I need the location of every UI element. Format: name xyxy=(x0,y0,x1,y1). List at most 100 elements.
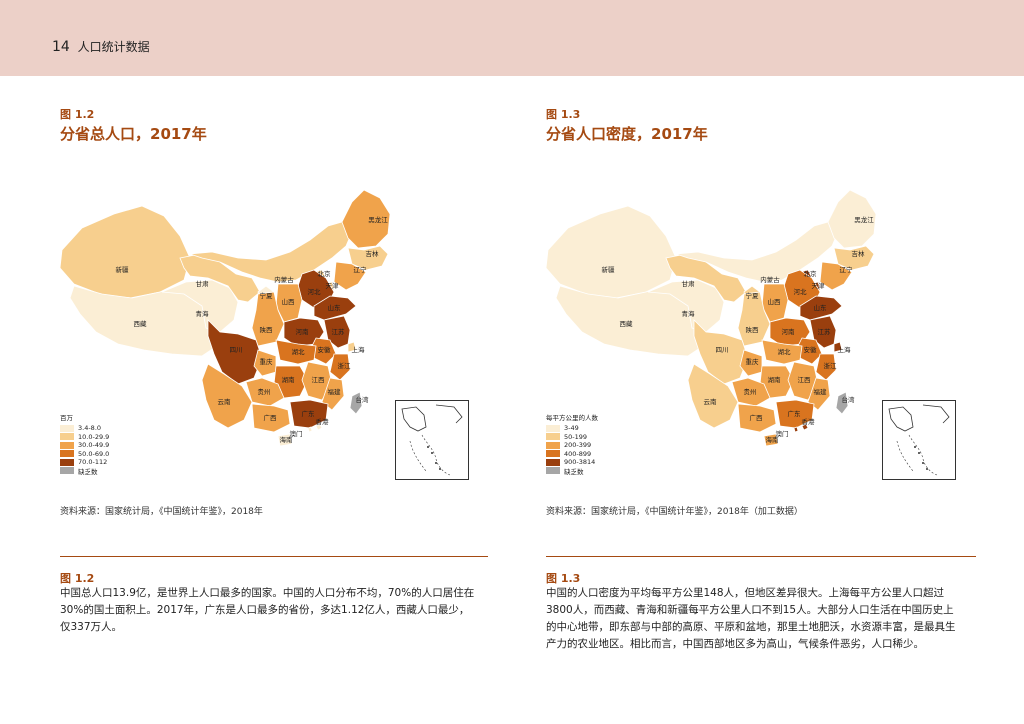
province-label-hubei: 湖北 xyxy=(292,347,306,356)
province-label-neimenggu: 内蒙古 xyxy=(274,275,294,284)
description-line: 中国的人口密度为平均每平方公里148人，但地区差异很大。上海每平方公里人口超过 xyxy=(546,587,945,599)
divider-rule xyxy=(546,556,976,557)
province-taiwan xyxy=(835,391,849,415)
legend-label: 70.0-112 xyxy=(78,458,108,467)
province-label-xinjiang: 新疆 xyxy=(116,265,130,274)
legend-entry: 50-199 xyxy=(546,433,598,442)
page-number: 14 xyxy=(52,39,70,55)
province-label-liaoning: 辽宁 xyxy=(840,265,854,274)
province-label-hebei: 河北 xyxy=(794,288,808,296)
province-label-jilin: 吉林 xyxy=(852,249,866,258)
description-line: 产力的农业地区。相比而言，中国西部地区多为高山，气候条件恶劣，人口稀少。 xyxy=(546,638,924,650)
province-chongqing xyxy=(739,349,763,377)
province-guangxi xyxy=(251,403,291,433)
legend-entry: 3-49 xyxy=(546,424,598,433)
province-hongkong xyxy=(801,423,809,431)
section-title: 人口统计数据 xyxy=(77,40,150,54)
province-shanghai xyxy=(347,341,357,353)
province-label-yunnan: 云南 xyxy=(218,397,232,406)
legend-label: 50.0-69.0 xyxy=(78,449,110,458)
legend-swatch xyxy=(546,467,560,475)
province-label-hongkong: 香港 xyxy=(316,417,330,426)
province-hainan xyxy=(277,433,293,447)
province-label-yunnan: 云南 xyxy=(704,397,718,406)
legend-swatch xyxy=(60,441,74,449)
province-xizang xyxy=(555,283,707,357)
province-label-neimenggu: 内蒙古 xyxy=(760,275,780,284)
legend-swatch xyxy=(546,450,560,458)
legend-population: 百万 3.4-8.0 10.0-29.9 30.0-49.9 50.0-69.0 70.… xyxy=(60,412,109,476)
page-header: 14 人口统计数据 xyxy=(52,38,150,55)
legend-label: 缺乏数 xyxy=(564,467,584,476)
province-label-chongqing: 重庆 xyxy=(746,357,760,366)
legend-label: 3-49 xyxy=(564,424,579,433)
province-label-macau: 澳门 xyxy=(290,429,303,438)
province-label-gansu: 甘肃 xyxy=(682,279,696,288)
legend-swatch xyxy=(60,467,74,475)
legend-entry: 缺乏数 xyxy=(546,467,598,476)
province-label-shanghai: 上海 xyxy=(352,345,366,354)
legend-swatch xyxy=(60,450,74,458)
province-label-macau: 澳门 xyxy=(776,429,789,438)
province-yunnan xyxy=(201,363,253,429)
province-shandong xyxy=(313,295,357,321)
province-label-hubei: 湖北 xyxy=(778,347,792,356)
province-hongkong xyxy=(315,423,323,431)
population-map: 新疆 西藏 青海 甘肃 内蒙古 黑龙江 吉林 辽宁 宁夏 北京 天津 河北 山西 山东 陕西 河南 江苏 上海 安徽… xyxy=(52,188,392,448)
province-henan xyxy=(283,317,325,347)
source-note-1-3: 资料来源：国家统计局，《中国统计年鉴》，2018年（加工数据） xyxy=(546,507,803,517)
province-shanghai xyxy=(833,341,843,353)
legend-label: 400-899 xyxy=(564,449,592,458)
province-label-liaoning: 辽宁 xyxy=(354,265,368,274)
province-yunnan xyxy=(687,363,739,429)
legend-entry: 3.4-8.0 xyxy=(60,424,109,433)
south-china-sea-inset xyxy=(395,400,469,480)
legend-entry: 缺乏数 xyxy=(60,467,109,476)
description-line: 仅337万人。 xyxy=(60,621,123,633)
province-guangdong xyxy=(289,399,329,429)
province-guangxi xyxy=(737,403,777,433)
province-label-henan: 河南 xyxy=(782,327,796,336)
province-label-shaanxi: 陕西 xyxy=(260,325,274,334)
legend-swatch xyxy=(546,433,560,441)
legend-swatch xyxy=(60,424,74,432)
province-label-heilongjiang: 黑龙江 xyxy=(854,215,874,224)
province-macau xyxy=(793,426,799,433)
province-fujian xyxy=(321,377,345,411)
province-label-xizang: 西藏 xyxy=(134,319,148,328)
province-label-guizhou: 贵州 xyxy=(258,387,271,396)
legend-label: 900-3814 xyxy=(564,458,596,467)
province-label-sichuan: 四川 xyxy=(716,346,729,354)
province-xinjiang xyxy=(545,205,677,299)
province-label-guangxi: 广西 xyxy=(264,413,278,422)
figure-label-1-2: 图 1.2 xyxy=(60,108,95,121)
province-heilongjiang xyxy=(341,189,391,249)
province-label-shanxi: 山西 xyxy=(282,297,296,306)
description-label-1-2: 图 1.2 xyxy=(60,572,95,585)
legend-label: 缺乏数 xyxy=(78,467,98,476)
description-text-1-3: 中国的人口密度为平均每平方公里148人，但地区差异很大。上海每平方公里人口超过 … xyxy=(546,585,986,653)
legend-entry: 400-899 xyxy=(546,450,598,459)
description-line: 的中心地带，即东部与中部的高原、平原和盆地，那里土地肥沃，水资源丰富，是最具生 xyxy=(546,621,956,633)
province-guangdong xyxy=(775,399,815,429)
province-label-jiangsu: 江苏 xyxy=(332,327,346,336)
province-label-tianjin: 天津 xyxy=(326,282,340,290)
legend-entry: 50.0-69.0 xyxy=(60,450,109,459)
province-macau xyxy=(307,426,313,433)
province-xizang xyxy=(69,283,221,357)
province-heilongjiang xyxy=(827,189,877,249)
source-note-1-2: 资料来源：国家统计局，《中国统计年鉴》，2018年 xyxy=(60,507,263,517)
description-label-1-3: 图 1.3 xyxy=(546,572,581,585)
province-xinjiang xyxy=(59,205,191,299)
province-label-guizhou: 贵州 xyxy=(744,387,757,396)
inset-map xyxy=(888,404,950,476)
province-label-taiwan: 台湾 xyxy=(842,395,856,404)
province-label-shanxi: 山西 xyxy=(768,297,782,306)
province-label-qinghai: 青海 xyxy=(682,309,696,318)
province-hubei xyxy=(761,339,803,365)
province-hainan xyxy=(763,433,779,447)
province-taiwan xyxy=(349,391,363,415)
south-china-sea-inset xyxy=(882,400,956,480)
province-label-fujian: 福建 xyxy=(328,387,342,396)
